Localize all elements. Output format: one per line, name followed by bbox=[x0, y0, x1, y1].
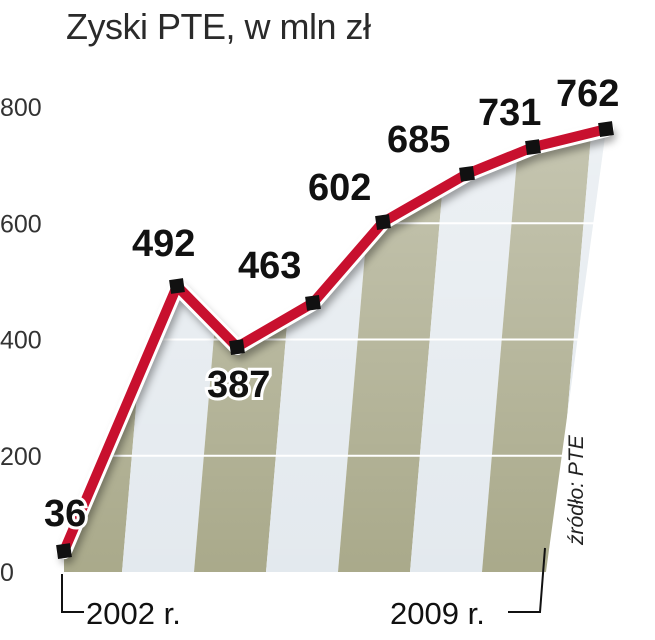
y-tick-label: 0 bbox=[0, 559, 14, 587]
x-axis-bracket-left bbox=[61, 574, 84, 613]
x-tick-label: 2009 r. bbox=[390, 596, 485, 631]
series-line bbox=[56, 121, 616, 565]
data-point-2004 bbox=[229, 339, 245, 355]
x-tick-label: 2002 r. bbox=[86, 596, 181, 631]
series-line-path bbox=[59, 124, 611, 557]
y-tick-label: 400 bbox=[0, 327, 42, 355]
background-band bbox=[626, 100, 655, 572]
y-tick-label: 800 bbox=[0, 94, 42, 122]
y-axis-ticks: 0 200 400 600 800 bbox=[0, 94, 42, 587]
data-label-2008: 731 bbox=[478, 92, 541, 134]
data-label-2007: 685 bbox=[387, 119, 450, 161]
data-point-2005 bbox=[305, 294, 321, 311]
source-note: źródło: PTE bbox=[565, 434, 588, 546]
x-axis-bracket-right bbox=[508, 547, 546, 613]
data-label-2009: 762 bbox=[556, 73, 619, 115]
data-point-2006 bbox=[375, 214, 391, 230]
x-axis-labels: 2002 r. 2009 r. bbox=[86, 596, 485, 631]
data-point-2007 bbox=[459, 165, 475, 182]
chart-title: Zyski PTE, w mln zł bbox=[66, 6, 371, 47]
y-tick-label: 200 bbox=[0, 443, 42, 471]
data-point-2008 bbox=[525, 139, 541, 156]
data-markers bbox=[56, 121, 614, 559]
data-point-2003 bbox=[169, 278, 185, 294]
data-label-2002: 36 bbox=[44, 493, 86, 535]
x-axis-bracket bbox=[61, 547, 546, 613]
data-label-2003: 492 bbox=[132, 223, 195, 265]
data-point-2002 bbox=[56, 543, 72, 559]
y-tick-label: 600 bbox=[0, 210, 42, 238]
data-label-2005: 463 bbox=[238, 245, 301, 287]
data-label-2006: 602 bbox=[308, 167, 371, 209]
data-label-2004: 387 bbox=[207, 364, 270, 406]
data-point-2009 bbox=[598, 121, 614, 137]
